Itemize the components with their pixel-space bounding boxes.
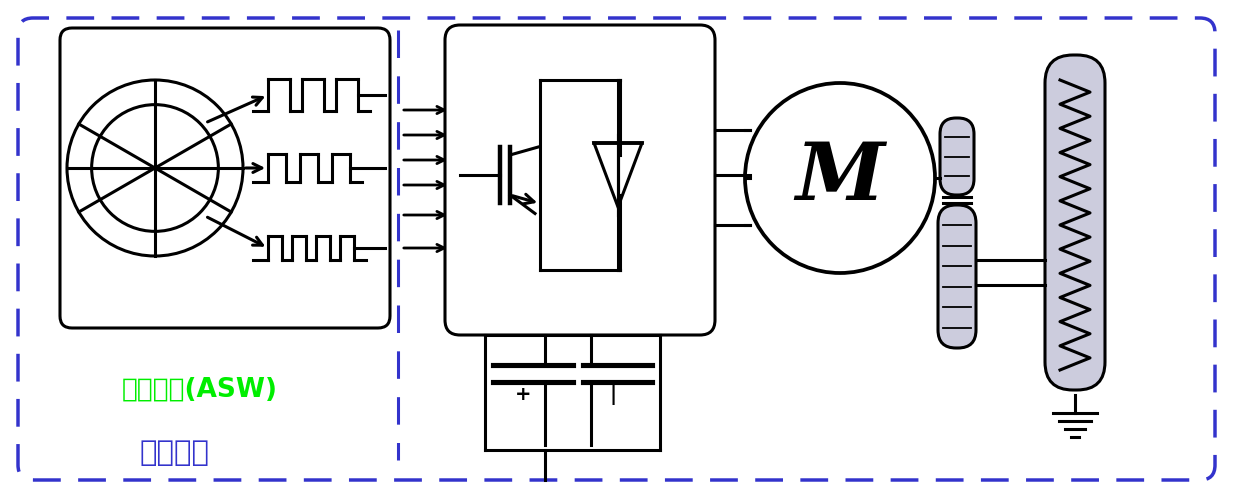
Text: |: |	[609, 385, 616, 405]
FancyBboxPatch shape	[939, 205, 976, 348]
FancyBboxPatch shape	[1045, 55, 1105, 390]
Text: +: +	[515, 386, 531, 405]
Text: 商用软件: 商用软件	[140, 439, 210, 467]
Text: 程序代码(ASW): 程序代码(ASW)	[122, 377, 278, 403]
FancyBboxPatch shape	[940, 118, 974, 195]
Text: M: M	[795, 139, 884, 217]
